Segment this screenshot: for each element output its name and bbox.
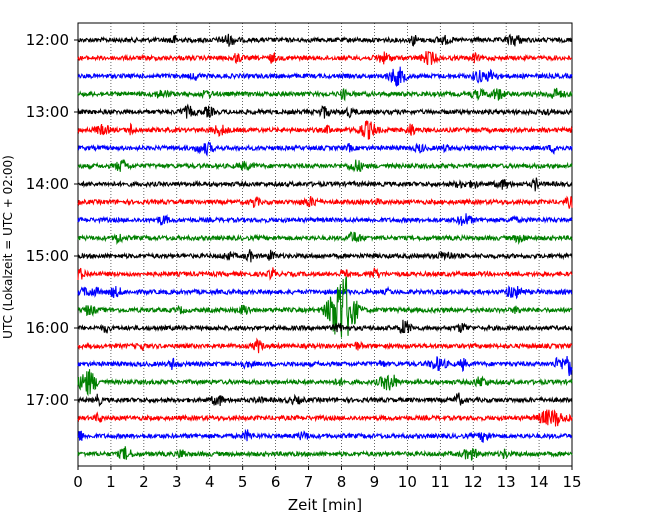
seismic-trace: [77, 177, 573, 192]
y-axis-ticks: 12:00 13:00 14:00 15:00 16:00 17:00: [26, 31, 78, 409]
seismic-trace: [77, 319, 573, 335]
seismic-trace: [77, 66, 573, 88]
y-tick-label: 16:00: [26, 319, 69, 337]
x-tick-label: 15: [562, 473, 581, 491]
x-tick-label: 11: [431, 473, 450, 491]
seismic-trace: [77, 141, 573, 157]
seismic-trace: [77, 158, 573, 173]
x-tick-label: 7: [304, 473, 314, 491]
x-tick-label: 14: [530, 473, 549, 491]
x-tick-label: 1: [106, 473, 116, 491]
seismic-trace: [77, 428, 573, 443]
seismic-trace: [77, 446, 573, 461]
x-tick-label: 6: [271, 473, 281, 491]
seismic-trace: [77, 285, 573, 300]
seismic-trace: [77, 51, 573, 66]
x-tick-label: 13: [497, 473, 516, 491]
seismic-traces: [77, 33, 573, 461]
x-tick-label: 4: [205, 473, 215, 491]
x-axis-ticks: 0 1 2 3 4 5 6 7 8 9 10 11 12 13 14 15: [73, 466, 582, 491]
seismic-trace: [77, 356, 573, 377]
seismic-trace: [77, 231, 573, 246]
x-axis-label: Zeit [min]: [288, 496, 362, 514]
seismic-trace: [77, 213, 573, 226]
x-tick-label: 9: [370, 473, 380, 491]
x-tick-label: 0: [73, 473, 83, 491]
y-tick-label: 15:00: [26, 247, 69, 265]
x-tick-label: 2: [139, 473, 149, 491]
seismic-trace: [77, 195, 573, 209]
seismic-trace: [77, 369, 573, 397]
seismic-trace: [77, 276, 573, 338]
grid-lines: [110, 23, 540, 466]
x-tick-label: 5: [238, 473, 248, 491]
seismic-trace: [77, 87, 573, 102]
seismic-trace: [77, 120, 573, 140]
y-tick-label: 13:00: [26, 103, 69, 121]
x-tick-label: 8: [337, 473, 347, 491]
seismic-trace: [77, 267, 573, 281]
seismic-trace: [77, 337, 573, 354]
seismic-trace: [77, 249, 573, 263]
seismic-trace: [77, 409, 573, 427]
seismic-trace: [77, 33, 573, 47]
x-tick-label: 12: [464, 473, 483, 491]
y-tick-label: 14:00: [26, 175, 69, 193]
seismic-trace: [77, 103, 573, 119]
y-axis-label: UTC (Lokalzeit = UTC + 02:00): [1, 155, 15, 339]
seismic-trace: [77, 392, 573, 408]
y-tick-label: 17:00: [26, 391, 69, 409]
x-tick-label: 3: [172, 473, 182, 491]
x-tick-label: 10: [398, 473, 417, 491]
y-tick-label: 12:00: [26, 31, 69, 49]
